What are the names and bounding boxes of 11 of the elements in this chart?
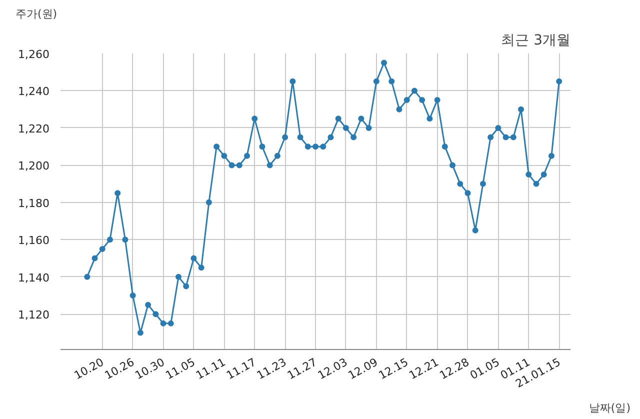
y-tick-label: 1,220 xyxy=(18,122,50,136)
chart-title: 최근 3개월 xyxy=(501,32,570,48)
x-axis-title: 날짜(일) xyxy=(588,402,631,414)
y-tick-label: 1,160 xyxy=(18,234,50,248)
y-axis-title: 주가(원) xyxy=(16,8,58,20)
y-tick-label: 1,140 xyxy=(18,271,50,284)
y-tick-label: 1,120 xyxy=(18,308,50,322)
y-tick-label: 1,200 xyxy=(18,160,50,173)
y-tick-label: 1,180 xyxy=(18,196,50,210)
y-tick-label: 1,240 xyxy=(18,85,50,98)
y-tick-label: 1,260 xyxy=(18,48,50,61)
